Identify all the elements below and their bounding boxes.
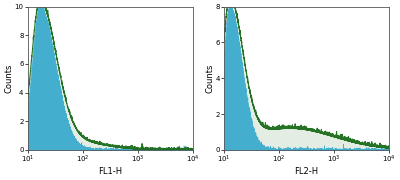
Y-axis label: Counts: Counts bbox=[205, 64, 214, 93]
Y-axis label: Counts: Counts bbox=[4, 64, 13, 93]
X-axis label: FL1-H: FL1-H bbox=[98, 167, 122, 176]
X-axis label: FL2-H: FL2-H bbox=[294, 167, 318, 176]
